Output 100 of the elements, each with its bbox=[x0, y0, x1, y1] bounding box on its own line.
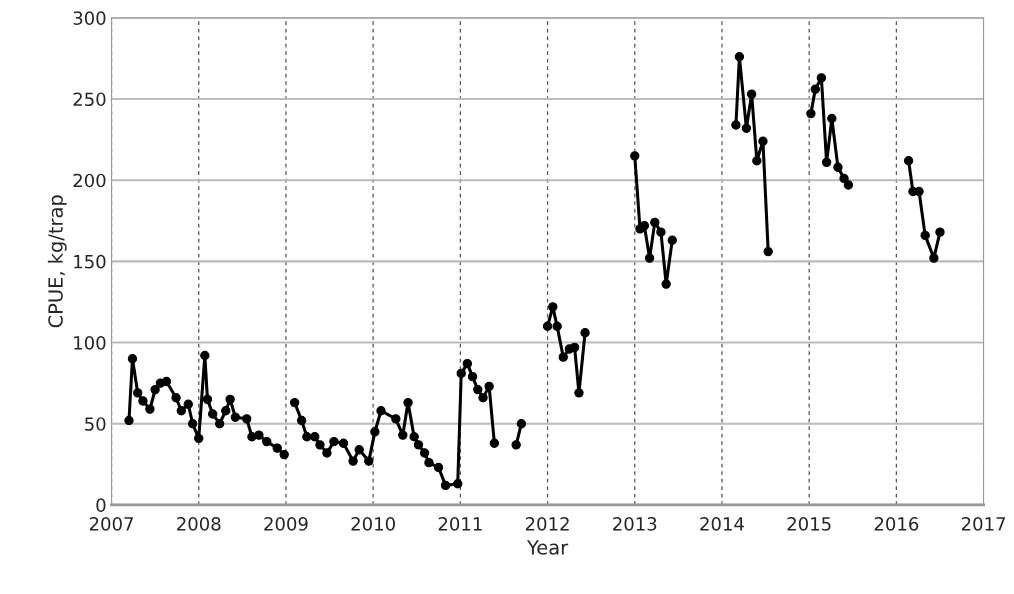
point bbox=[254, 430, 264, 440]
point bbox=[413, 440, 424, 450]
point bbox=[214, 419, 225, 429]
point bbox=[176, 406, 186, 416]
point bbox=[456, 368, 466, 379]
point bbox=[920, 230, 930, 241]
x-tick-label: 2013 bbox=[613, 517, 657, 531]
point bbox=[433, 462, 444, 473]
point bbox=[650, 217, 660, 228]
point bbox=[364, 456, 374, 466]
point bbox=[289, 397, 300, 408]
y-tick-label: 250 bbox=[73, 92, 106, 107]
point bbox=[370, 427, 380, 437]
point bbox=[183, 399, 193, 409]
point bbox=[473, 384, 483, 395]
point bbox=[574, 388, 584, 398]
point bbox=[150, 384, 160, 395]
y-tick-label: 0 bbox=[96, 498, 106, 513]
y-tick-label: 300 bbox=[73, 11, 106, 25]
point bbox=[145, 404, 155, 414]
point bbox=[171, 393, 181, 403]
y-tick-label: 50 bbox=[85, 417, 106, 431]
x-tick-label: 2016 bbox=[874, 517, 919, 531]
point bbox=[403, 397, 413, 408]
point bbox=[752, 156, 762, 166]
point bbox=[741, 123, 752, 133]
x-tick-label: 2009 bbox=[264, 517, 308, 531]
point bbox=[763, 246, 773, 257]
point bbox=[758, 136, 768, 146]
point bbox=[833, 162, 843, 172]
point bbox=[827, 113, 837, 124]
point bbox=[548, 302, 558, 312]
point bbox=[935, 227, 945, 237]
point bbox=[816, 73, 827, 83]
point bbox=[200, 350, 210, 361]
point bbox=[338, 438, 349, 448]
point bbox=[391, 414, 401, 424]
point bbox=[552, 321, 562, 331]
x-tick-label: 2011 bbox=[438, 517, 482, 531]
point bbox=[419, 448, 430, 458]
point bbox=[734, 52, 745, 62]
y-axis-title: CPUE, kg/trap bbox=[47, 195, 67, 328]
point bbox=[315, 440, 325, 450]
point bbox=[424, 458, 434, 468]
point bbox=[467, 371, 478, 382]
x-axis-title: Year bbox=[526, 540, 569, 555]
point bbox=[279, 449, 289, 460]
point bbox=[656, 227, 666, 237]
point bbox=[302, 432, 312, 442]
point bbox=[133, 388, 143, 398]
x-tick-label: 2017 bbox=[961, 517, 1006, 531]
point bbox=[484, 381, 494, 392]
point bbox=[202, 394, 213, 405]
point bbox=[630, 151, 640, 161]
point bbox=[489, 438, 500, 448]
y-tick-label: 100 bbox=[74, 336, 106, 350]
point bbox=[810, 84, 820, 94]
point bbox=[667, 235, 677, 245]
point bbox=[296, 415, 307, 426]
x-tick-label: 2008 bbox=[177, 517, 221, 531]
point bbox=[580, 328, 590, 338]
point bbox=[194, 433, 204, 444]
point bbox=[187, 419, 198, 429]
x-tick-label: 2007 bbox=[89, 517, 133, 531]
point bbox=[272, 443, 282, 453]
point bbox=[310, 432, 320, 442]
x-tick-label: 2014 bbox=[700, 517, 744, 531]
point bbox=[354, 445, 364, 455]
point bbox=[731, 120, 741, 130]
point bbox=[511, 440, 521, 450]
point bbox=[843, 180, 854, 190]
point bbox=[462, 358, 473, 369]
x-tick-label: 2010 bbox=[351, 517, 395, 531]
point bbox=[409, 432, 419, 442]
point bbox=[230, 412, 241, 422]
x-tick-label: 2015 bbox=[787, 517, 831, 531]
point bbox=[478, 393, 488, 403]
point bbox=[929, 253, 939, 263]
point bbox=[225, 394, 235, 405]
point bbox=[161, 376, 172, 387]
point bbox=[516, 419, 527, 429]
point bbox=[127, 354, 138, 364]
point bbox=[208, 409, 218, 419]
point bbox=[124, 415, 134, 426]
point bbox=[821, 157, 832, 168]
point bbox=[569, 342, 580, 353]
point bbox=[542, 321, 553, 331]
point bbox=[661, 279, 671, 289]
point bbox=[903, 156, 914, 166]
point bbox=[453, 479, 463, 489]
point bbox=[242, 414, 252, 424]
x-tick-label: 2012 bbox=[525, 517, 569, 531]
point bbox=[329, 436, 339, 447]
point bbox=[322, 448, 332, 458]
point bbox=[440, 480, 451, 491]
point bbox=[376, 406, 386, 416]
point bbox=[221, 406, 231, 416]
point bbox=[398, 430, 408, 440]
point bbox=[746, 89, 757, 99]
y-tick-label: 200 bbox=[73, 173, 106, 188]
